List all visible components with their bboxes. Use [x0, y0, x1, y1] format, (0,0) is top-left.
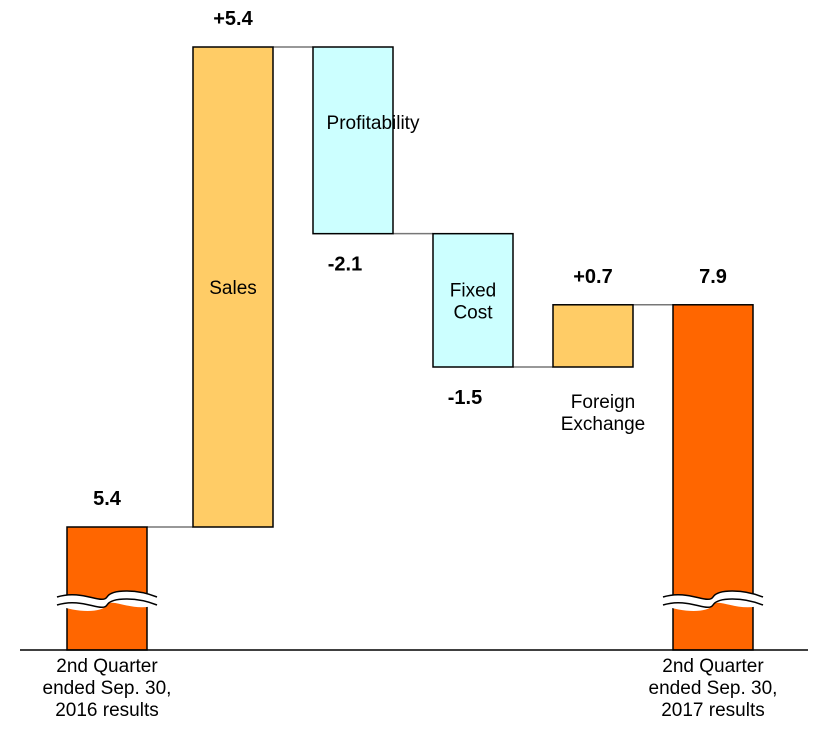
bar-profit [312, 46, 394, 235]
bar-sales [192, 46, 274, 528]
value-label-profit: -2.1 [328, 254, 362, 276]
value-label-sales: +5.4 [213, 8, 253, 30]
value-label-fixed: -1.5 [448, 387, 482, 409]
value-label-end: 7.9 [699, 266, 727, 288]
category-label-start: ended Sep. 30, [43, 678, 172, 699]
category-label-start: 2016 results [55, 700, 159, 721]
category-label-sales: Sales [209, 278, 257, 299]
category-label-profit: Profitability [327, 113, 420, 134]
category-label-fixed: Cost [453, 302, 493, 323]
axis-break-line [662, 590, 764, 600]
axis-break-line [56, 598, 158, 608]
axis-break-line [56, 590, 158, 600]
value-label-start: 5.4 [93, 488, 122, 510]
category-label-end: 2017 results [661, 700, 765, 721]
category-label-start: 2nd Quarter [56, 656, 158, 677]
value-label-fx: +0.7 [573, 266, 612, 288]
category-label-fixed: Fixed [450, 280, 496, 301]
bar-fx [552, 304, 634, 368]
category-label-end: 2nd Quarter [662, 656, 764, 677]
axis-break-line [662, 598, 764, 608]
category-label-fx: Foreign [571, 392, 635, 413]
category-label-fx: Exchange [561, 414, 646, 435]
bar-start [66, 526, 148, 651]
category-label-end: ended Sep. 30, [649, 678, 778, 699]
bar-fixed [432, 232, 514, 368]
